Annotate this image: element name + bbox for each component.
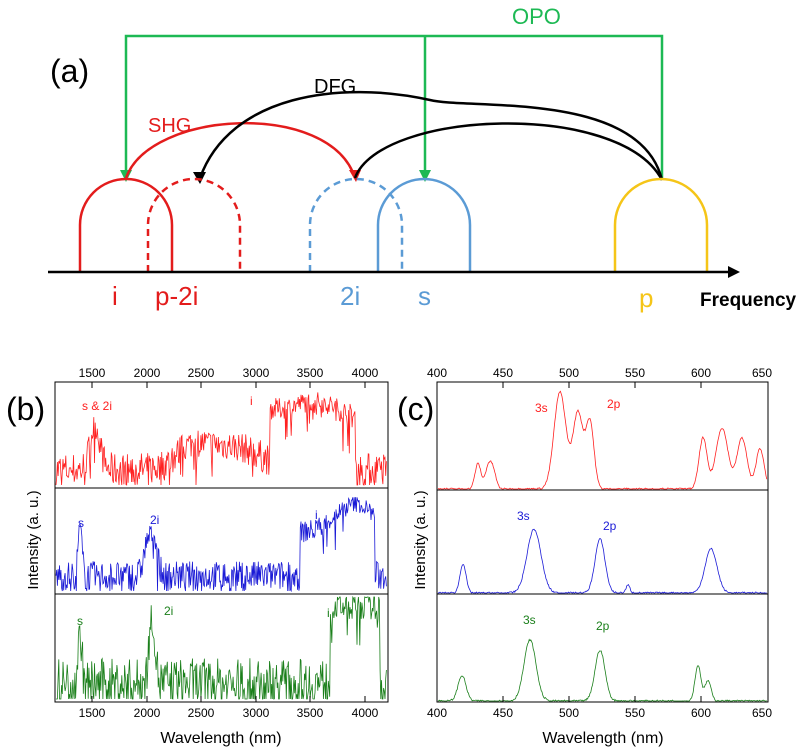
panel-c: (c) 400 450 500 550 600 650 400 450 500 … (397, 366, 772, 747)
opo-label: OPO (512, 4, 561, 29)
peak-label-p: p (639, 283, 653, 313)
panel-c-spectrum-row-1 (437, 390, 768, 490)
panel-b-row2-annotation-s: s (78, 516, 84, 530)
panel-b-xtick-bottom-2000: 2000 (134, 706, 161, 720)
frequency-axis-arrowhead (728, 266, 740, 278)
panel-c-xtick-bottom-400: 400 (427, 706, 447, 720)
peak-label-p-2i: p-2i (155, 281, 198, 311)
panel-b-spectrum-row-2 (55, 496, 387, 593)
panel-c-spectrum-row-2 (437, 528, 767, 594)
panel-c-xtick-top-550: 550 (625, 366, 645, 380)
panel-c-ticks (436, 382, 769, 702)
panel-b-plot (55, 392, 387, 700)
peak-label-i: i (112, 281, 118, 311)
panel-c-spectrum-row-3 (437, 638, 767, 702)
panel-c-xtick-top-400: 400 (427, 366, 447, 380)
panel-c-row3-annotation-3s: 3s (523, 613, 536, 627)
panel-c-label: (c) (397, 391, 434, 427)
panel-b-row3-annotation-2i: 2i (164, 604, 173, 618)
panel-c-row3-annotation-2p: 2p (596, 619, 610, 633)
panel-b-xtick-top-2000: 2000 (134, 366, 161, 380)
panel-b-spectrum-row-3 (56, 595, 387, 700)
panel-c-xtick-top-600: 600 (691, 366, 711, 380)
opo-arrowhead-signal (419, 170, 431, 182)
panel-b-xtick-top-3500: 3500 (297, 366, 324, 380)
panel-b-row1-annotation-i: i (250, 394, 253, 408)
panel-b-xtick-bottom-2500: 2500 (188, 706, 215, 720)
panel-c-xtick-top-500: 500 (559, 366, 579, 380)
dfg-arc-outer (198, 90, 664, 181)
panel-c-xtick-bottom-500: 500 (559, 706, 579, 720)
panel-c-xtick-bottom-550: 550 (625, 706, 645, 720)
panel-c-xtick-bottom-650: 650 (752, 706, 772, 720)
panel-a-label: (a) (50, 53, 89, 89)
peak-label-s: s (418, 281, 431, 311)
panel-b-xtick-top-1500: 1500 (79, 366, 106, 380)
panel-c-xlabel: Wavelength (nm) (542, 730, 663, 747)
panel-c-xtick-top-650: 650 (752, 366, 772, 380)
panel-b-ticks (91, 382, 366, 702)
dfg-label: DFG (314, 76, 356, 98)
panel-b-xtick-bottom-1500: 1500 (79, 706, 106, 720)
panel-b-row1-annotation-s-2i: s & 2i (82, 399, 112, 413)
panel-b-row2-annotation-i: i (315, 508, 318, 522)
panel-b-xtick-top-3000: 3000 (243, 366, 270, 380)
peak-2idler (308, 177, 404, 272)
panel-a: (a) OPO SHG DFG Frequency i p-2i 2i s p (48, 4, 797, 313)
shg-label: SHG (148, 115, 191, 137)
panel-b-row2-annotation-2i: 2i (150, 513, 159, 527)
panel-c-row1-annotation-3s: 3s (535, 401, 548, 415)
panel-c-row2-annotation-2p: 2p (603, 519, 617, 533)
panel-b-row3-annotation-s: s (77, 614, 83, 628)
panel-b-xtick-bottom-4000: 4000 (352, 706, 379, 720)
frequency-axis-label: Frequency (700, 290, 797, 311)
peak-pump-minus-2idler (146, 177, 242, 272)
panel-c-row1-annotation-2p: 2p (607, 397, 621, 411)
panel-b-label: (b) (6, 391, 45, 427)
peak-label-2i: 2i (340, 281, 360, 311)
dfg-arc-inner (353, 122, 664, 181)
panel-b: (b) 1500 2000 2500 3000 3500 4000 1500 2… (6, 366, 389, 747)
panel-b-xlabel: Wavelength (nm) (160, 730, 281, 747)
panel-c-xtick-bottom-450: 450 (493, 706, 513, 720)
panel-c-xtick-bottom-600: 600 (691, 706, 711, 720)
panel-b-xtick-top-2500: 2500 (188, 366, 215, 380)
panel-c-row2-annotation-3s: 3s (517, 509, 530, 523)
panel-c-xtick-top-450: 450 (493, 366, 513, 380)
panel-b-xtick-bottom-3500: 3500 (297, 706, 324, 720)
panel-b-xtick-bottom-3000: 3000 (243, 706, 270, 720)
panel-c-ylabel: Intensity (a. u.) (412, 490, 429, 589)
panel-b-ylabel: Intensity (a. u.) (25, 490, 42, 589)
panel-c-frame (436, 381, 769, 703)
dfg-arrowhead (193, 172, 206, 184)
panel-b-row3-annotation-i: i (327, 606, 330, 620)
panel-c-plot (437, 390, 768, 702)
panel-b-frame (54, 381, 389, 703)
panel-b-spectrum-row-1 (55, 392, 387, 486)
peak-pump (613, 177, 709, 272)
opo-connector (124, 34, 664, 178)
peak-signal (376, 177, 472, 272)
panel-b-xtick-top-4000: 4000 (352, 366, 379, 380)
peak-idler (78, 177, 174, 272)
